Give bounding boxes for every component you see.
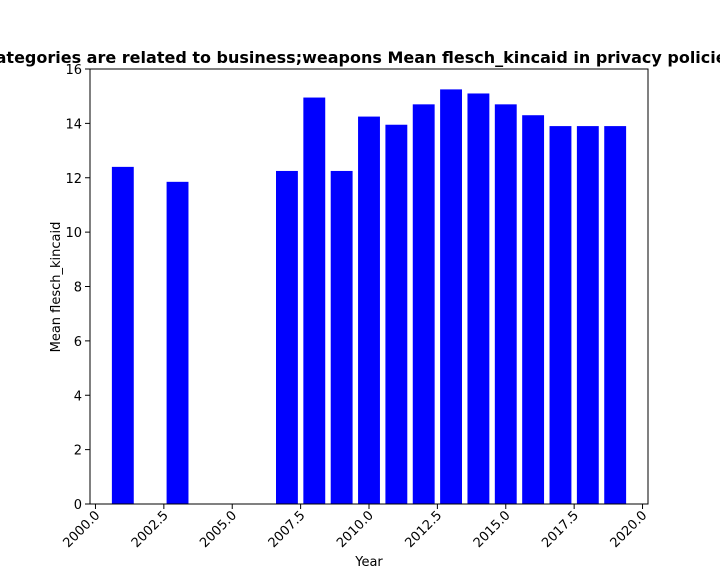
y-tick-label: 12 (65, 172, 82, 187)
x-axis-ticks: 2000.0 2002.5 2005.0 2007.5 2010.0 2012.5 2015… (61, 504, 651, 551)
bar-2012 (412, 104, 435, 504)
y-tick-label: 4 (74, 389, 82, 404)
x-tick-label: 2000.0 (61, 508, 104, 551)
x-tick-label: 2017.5 (539, 508, 582, 551)
y-axis-ticks: 0 2 4 6 8 10 12 14 16 (65, 63, 90, 513)
y-tick-label: 10 (65, 226, 82, 241)
bar-2013 (440, 89, 462, 504)
y-tick-label: 16 (65, 63, 82, 78)
bar-2015 (494, 104, 517, 504)
bar-2016 (522, 115, 545, 504)
bars-group (111, 89, 627, 504)
bar-2018 (576, 126, 599, 504)
bar-2017 (549, 126, 572, 504)
bar-2007 (276, 170, 298, 504)
x-tick-label: 2010.0 (334, 508, 377, 551)
bar-2019 (604, 126, 627, 504)
bar-2010 (358, 116, 380, 504)
x-tick-label: 2007.5 (266, 508, 309, 551)
bar-2011 (385, 124, 408, 504)
y-tick-label: 6 (74, 335, 82, 350)
x-tick-label: 2015.0 (471, 508, 514, 551)
bar-2009 (330, 170, 353, 504)
y-tick-label: 0 (74, 498, 82, 513)
y-tick-label: 2 (74, 444, 82, 459)
x-tick-label: 2020.0 (608, 508, 651, 551)
bar-2001 (111, 166, 134, 504)
y-axis-label: Mean flesch_kincaid (49, 222, 64, 353)
x-tick-label: 2002.5 (129, 508, 172, 551)
x-tick-label: 2012.5 (402, 508, 445, 551)
x-tick-label: 2005.0 (197, 508, 240, 551)
bar-2003 (166, 181, 189, 504)
x-axis-label: Year (354, 555, 383, 570)
y-tick-label: 14 (65, 117, 82, 132)
bar-2008 (303, 97, 326, 504)
chart-title: Categories are related to business;weapo… (0, 48, 720, 67)
plot-frame (89, 68, 649, 505)
bar-2014 (467, 93, 490, 504)
y-tick-label: 8 (74, 281, 82, 296)
